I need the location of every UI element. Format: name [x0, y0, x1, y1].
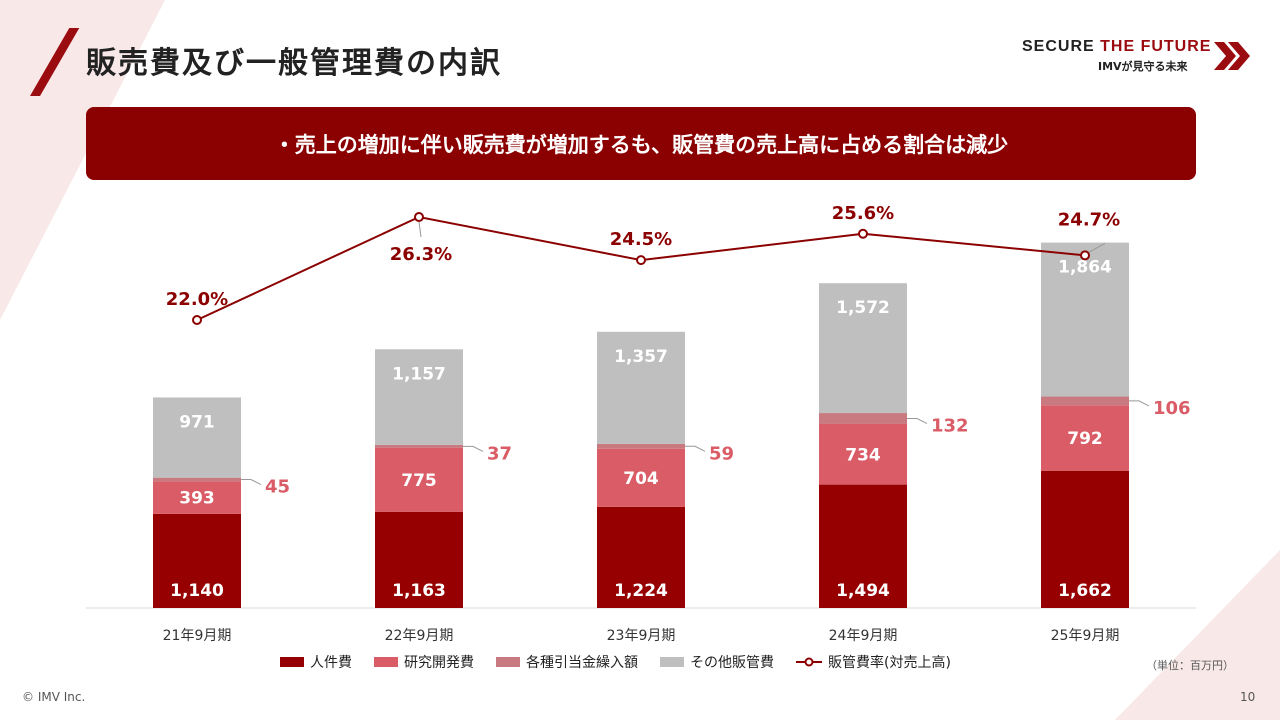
bar-1-5 — [1041, 470, 1129, 608]
data-label-personnel-5: 1,662 — [1058, 581, 1112, 601]
logo-tagline: IMVが見守る未来 — [1098, 60, 1188, 73]
data-label-rd-3: 704 — [623, 469, 659, 489]
ratio-label-5: 24.7% — [1058, 209, 1120, 230]
legend-item-discount: 各種引当金繰入額 — [496, 652, 638, 672]
legend-swatch-rd — [374, 657, 398, 667]
bar-4-2 — [375, 349, 463, 445]
data-label-discount-2: 37 — [487, 443, 512, 464]
data-label-discount-1: 45 — [265, 477, 290, 498]
x-tick-label-5: 25年9月期 — [1051, 628, 1120, 644]
logo-word-future: THE FUTURE — [1100, 38, 1212, 55]
bar-3-2 — [375, 444, 463, 448]
x-tick-label-1: 21年9月期 — [163, 628, 232, 644]
logo-word-secure: SECURE — [1022, 38, 1101, 55]
bar-1-3 — [597, 506, 685, 608]
data-label-personnel-3: 1,224 — [614, 581, 668, 601]
data-label-other-2: 1,157 — [392, 364, 446, 384]
bar-1-1 — [153, 513, 241, 608]
x-tick-label-2: 22年9月期 — [385, 628, 454, 644]
bar-3-5 — [1041, 396, 1129, 406]
data-label-rd-4: 734 — [845, 445, 881, 465]
legend-label-other: その他販管費 — [690, 655, 774, 671]
data-label-personnel-2: 1,163 — [392, 581, 446, 601]
page-number: 10 — [1240, 690, 1256, 704]
x-tick-label-4: 24年9月期 — [829, 628, 898, 644]
double-chevron-icon — [1214, 42, 1250, 70]
ratio-label-1: 22.0% — [166, 289, 228, 310]
data-label-other-5: 1,864 — [1058, 258, 1112, 278]
data-label-other-1: 971 — [179, 412, 215, 432]
ratio-label-4: 25.6% — [832, 203, 894, 224]
legend-line-marker-icon — [796, 657, 822, 667]
ratio-leader-2 — [418, 221, 422, 238]
data-label-other-4: 1,572 — [836, 298, 890, 318]
ratio-label-2: 26.3% — [390, 244, 452, 265]
chart-legend: 人件費 研究開発費 各種引当金繰入額 その他販管費 販管費率(対売上高) — [280, 652, 973, 672]
bar-2-1 — [153, 481, 241, 514]
unit-note: （単位：百万円） — [1146, 659, 1234, 672]
bar-3-1 — [153, 477, 241, 482]
copyright: © IMV Inc. — [22, 690, 86, 704]
legend-swatch-discount — [496, 657, 520, 667]
logo-wordmark: SECURE THE FUTURE — [1022, 38, 1211, 56]
bar-4-5 — [1041, 242, 1129, 397]
legend-label-discount: 各種引当金繰入額 — [526, 655, 638, 671]
legend-swatch-personnel — [280, 657, 304, 667]
legend-item-other: その他販管費 — [660, 652, 774, 672]
background-accent-bottom-right — [1115, 550, 1280, 720]
ratio-point-2 — [414, 212, 424, 222]
legend-label-personnel: 人件費 — [310, 655, 352, 671]
data-label-discount-5: 106 — [1153, 398, 1191, 419]
leader-line-discount-3 — [685, 445, 706, 452]
ratio-point-5 — [1080, 250, 1090, 261]
bar-2-5 — [1041, 405, 1129, 471]
data-label-rd-1: 393 — [179, 489, 215, 509]
ratio-label-3: 24.5% — [610, 229, 672, 250]
page-title: 販売費及び一般管理費の内訳 — [86, 46, 502, 81]
bar-4-4 — [819, 283, 907, 414]
leader-line-discount-5 — [1129, 400, 1150, 407]
data-label-personnel-1: 1,140 — [170, 581, 224, 601]
data-label-rd-2: 775 — [401, 471, 437, 491]
legend-label-ratio: 販管費率(対売上高) — [828, 655, 951, 671]
legend-item-rd: 研究開発費 — [374, 652, 474, 672]
leader-line-discount-1 — [241, 479, 262, 485]
ratio-point-4 — [858, 228, 868, 239]
ratio-point-3 — [636, 255, 646, 266]
legend-swatch-other — [660, 657, 684, 667]
bar-3-3 — [597, 443, 685, 449]
legend-label-rd: 研究開発費 — [404, 655, 474, 671]
ratio-leader-5 — [1088, 242, 1106, 253]
leader-line-discount-2 — [463, 445, 484, 452]
legend-item-personnel: 人件費 — [280, 652, 352, 672]
bar-1-4 — [819, 484, 907, 608]
ratio-point-1 — [192, 315, 202, 325]
data-label-other-3: 1,357 — [614, 347, 668, 367]
data-label-rd-5: 792 — [1067, 429, 1103, 449]
bar-1-2 — [375, 511, 463, 608]
brand-logo: SECURE THE FUTURE IMVが見守る未来 — [1022, 38, 1252, 78]
legend-item-ratio: 販管費率(対売上高) — [796, 652, 951, 672]
data-label-personnel-4: 1,494 — [836, 581, 890, 601]
bar-2-4 — [819, 423, 907, 485]
key-message-banner: ・売上の増加に伴い販売費が増加するも、販管費の売上高に占める割合は減少 — [86, 107, 1196, 180]
data-label-discount-4: 132 — [931, 416, 969, 437]
bar-3-4 — [819, 413, 907, 424]
bar-2-2 — [375, 447, 463, 512]
bar-4-3 — [597, 331, 685, 444]
leader-line-discount-4 — [907, 418, 928, 424]
bar-4-1 — [153, 397, 241, 478]
bar-2-3 — [597, 448, 685, 507]
data-label-discount-3: 59 — [709, 443, 734, 464]
x-tick-label-3: 23年9月期 — [607, 628, 676, 644]
